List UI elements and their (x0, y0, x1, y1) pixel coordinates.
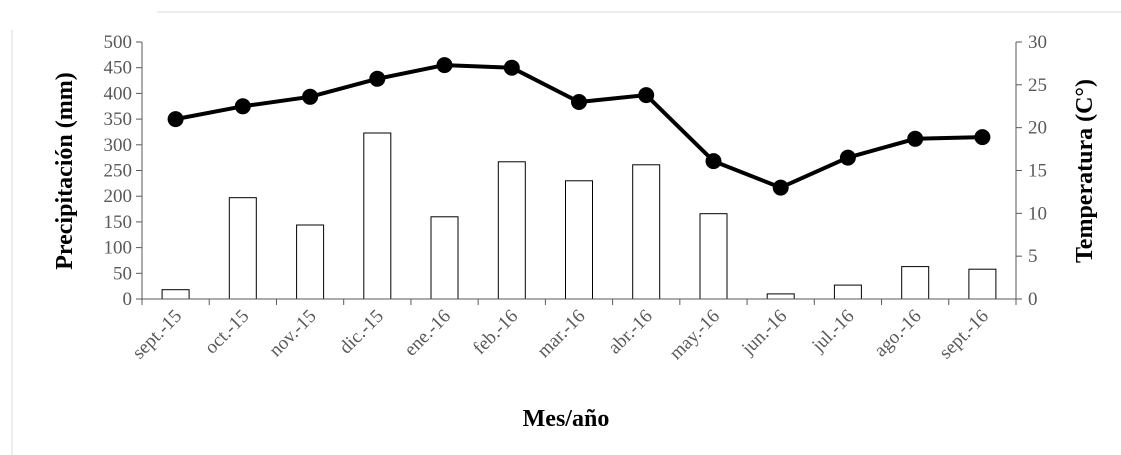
precipitation-bars (161, 132, 997, 300)
temperature-line (173, 63, 985, 190)
temperature-marker-8 (705, 153, 722, 170)
temperature-marker-4 (436, 57, 453, 74)
precipitation-bar-6 (565, 180, 593, 300)
y2-tick-label-4: 20 (1028, 118, 1047, 139)
y-tick-label-4: 200 (104, 186, 133, 207)
x-tick-label-8: may.-16 (666, 306, 724, 364)
temperature-marker-3 (369, 70, 386, 87)
y-tick-label-6: 300 (104, 135, 133, 156)
temperature-marker-9 (772, 179, 789, 196)
precipitation-bar-11 (901, 266, 930, 300)
y2-tick-label-6: 30 (1028, 32, 1047, 53)
temperature-marker-7 (638, 87, 655, 104)
x-tick-label-12: sept.-16 (935, 306, 993, 364)
y2-tick-label-1: 5 (1028, 246, 1038, 267)
y-tick-label-1: 50 (113, 263, 132, 284)
y-tick-label-0: 0 (123, 289, 133, 310)
y2-tick-label-0: 0 (1028, 289, 1038, 310)
temperature-marker-6 (571, 94, 587, 110)
precipitation-bar-4 (430, 216, 459, 300)
precipitation-bar-5 (497, 161, 526, 300)
precipitation-bar-1 (228, 197, 257, 300)
y-tick-label-2: 100 (104, 238, 133, 259)
precipitation-bar-7 (632, 164, 661, 300)
x-tick-label-2: nov.-15 (265, 306, 320, 361)
temperature-series (167, 57, 991, 196)
precipitation-bar-0 (161, 289, 190, 300)
y-tick-label-5: 250 (104, 161, 133, 182)
temperature-marker-2 (302, 88, 319, 105)
precipitation-bar-8 (699, 213, 728, 300)
precipitation-bar-12 (968, 268, 997, 300)
temperature-marker-12 (974, 129, 991, 146)
x-tick-label-3: dic.-15 (335, 306, 388, 359)
x-tick-label-6: mar.-16 (533, 306, 589, 362)
precipitation-bar-10 (833, 284, 862, 300)
y-axis-title: Precipitación (mm) (52, 72, 78, 270)
y2-tick-label-5: 25 (1028, 75, 1047, 96)
precipitation-bar-3 (363, 132, 392, 300)
axis-labels: Mes/año Precipitación (mm) Temperatura (… (52, 72, 1098, 432)
y2-tick-label-3: 15 (1028, 161, 1047, 182)
temperature-marker-0 (167, 111, 184, 128)
temperature-marker-10 (839, 149, 856, 166)
x-tick-label-9: jun.-16 (737, 306, 791, 360)
y-tick-label-10: 500 (104, 32, 133, 53)
y2-tick-label-2: 10 (1028, 203, 1047, 224)
x-tick-label-0: sept.-15 (128, 306, 186, 364)
temperature-marker-11 (907, 130, 924, 147)
y-tick-label-8: 400 (104, 83, 133, 104)
x-tick-label-4: ene.-16 (400, 306, 455, 361)
x-tick-label-1: oct.-15 (201, 306, 254, 359)
precipitation-bar-2 (296, 224, 325, 300)
precipitation-bar-9 (766, 293, 795, 300)
x-tick-label-5: feb.-16 (469, 306, 522, 359)
x-tick-label-7: abr.-16 (604, 306, 657, 359)
y2-axis-title: Temperatura (C°) (1072, 79, 1098, 263)
y-tick-label-3: 150 (104, 212, 133, 233)
x-tick-label-11: ago.-16 (870, 306, 926, 362)
temperature-marker-1 (234, 98, 251, 115)
x-axis-title: Mes/año (523, 406, 610, 432)
x-tick-label-10: jul.-16 (807, 306, 858, 357)
y-tick-label-7: 350 (104, 109, 133, 130)
temperature-marker-5 (503, 59, 520, 76)
y-tick-label-9: 450 (104, 58, 133, 79)
